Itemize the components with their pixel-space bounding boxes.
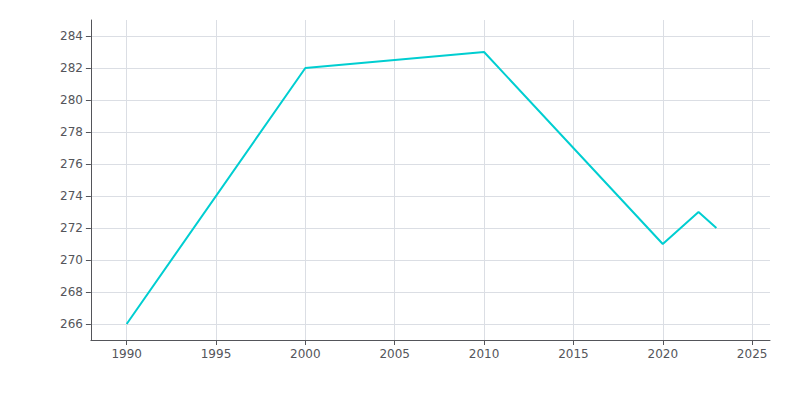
svg-text:2015: 2015	[558, 347, 589, 361]
svg-text:272: 272	[60, 221, 83, 235]
svg-text:282: 282	[60, 61, 83, 75]
svg-text:274: 274	[60, 189, 83, 203]
svg-text:270: 270	[60, 253, 83, 267]
svg-text:2005: 2005	[379, 347, 410, 361]
svg-text:1995: 1995	[201, 347, 232, 361]
svg-text:1990: 1990	[111, 347, 142, 361]
svg-text:278: 278	[60, 125, 83, 139]
svg-text:2000: 2000	[290, 347, 321, 361]
svg-text:2010: 2010	[469, 347, 500, 361]
svg-text:280: 280	[60, 93, 83, 107]
svg-text:266: 266	[60, 317, 83, 331]
svg-text:2025: 2025	[737, 347, 768, 361]
svg-text:276: 276	[60, 157, 83, 171]
svg-text:268: 268	[60, 285, 83, 299]
svg-text:284: 284	[60, 29, 83, 43]
svg-text:2020: 2020	[648, 347, 679, 361]
